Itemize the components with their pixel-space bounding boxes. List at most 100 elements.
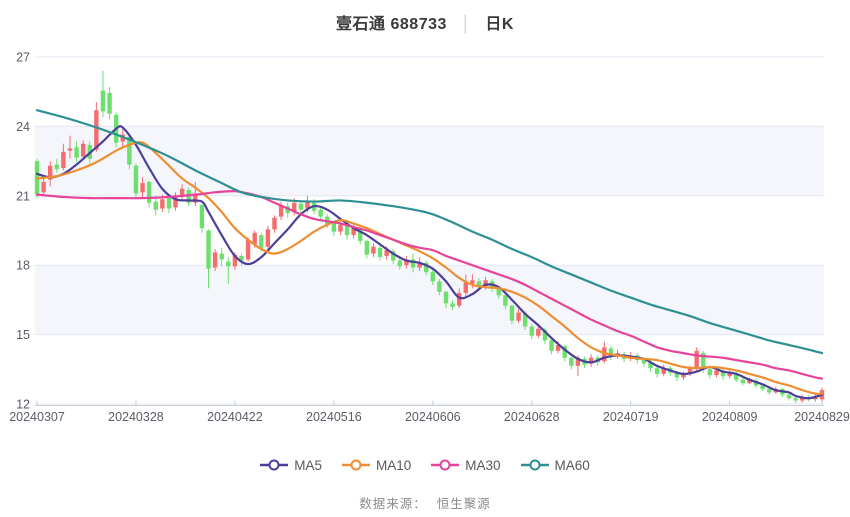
candle [80,140,86,160]
candle [529,324,534,340]
legend-label: MA10 [375,457,412,473]
candle [549,338,554,355]
candle [54,158,59,173]
data-source-label: 数据来源： [359,497,427,511]
candle [793,395,798,403]
candle [377,245,383,261]
candle [47,161,53,187]
candle [358,227,363,245]
candle [786,392,792,401]
candle [654,365,660,378]
candle [503,294,508,310]
ma-line-ma60 [35,109,824,355]
ma5-marker-icon [260,459,289,471]
x-axis-label: 20240809 [702,410,758,424]
candle [450,299,455,311]
candle [569,356,574,370]
candle [516,309,521,324]
candle [536,325,541,339]
candle [107,87,112,120]
candle [509,304,515,325]
x-axis-label: 20240328 [108,410,164,424]
candle [588,354,594,367]
candle [391,249,396,265]
candle [140,177,145,197]
y-axis-label: 21 [16,189,30,203]
y-axis-label: 27 [16,51,30,65]
x-axis-label: 20240719 [603,410,659,424]
y-axis-label: 18 [16,259,30,273]
ma10-marker-icon [341,459,370,471]
candle [239,253,244,266]
candle [226,257,231,284]
x-axis-label: 20240422 [207,410,263,424]
x-axis-label: 20240628 [504,410,560,424]
candle [694,347,699,371]
plot-band [35,265,824,335]
candle [661,364,666,377]
stock-title: 壹石通 688733 [336,16,447,33]
candle [800,394,805,403]
candle [146,180,152,208]
candle [153,195,158,216]
title-divider: │ [460,16,472,33]
candle [707,366,713,379]
y-axis-label: 15 [16,328,30,342]
candle [186,187,191,207]
data-source: 数据来源： 恒生聚源 [0,493,850,512]
period-label: 日K [485,16,514,33]
ma60-marker-icon [520,459,549,471]
legend-label: MA30 [465,457,501,473]
candle [199,203,205,233]
page-title: 壹石通 688733 │ 日K [0,10,850,34]
ma-line-ma5 [35,125,824,400]
ma30-marker-icon [431,459,460,471]
ma-line-ma10 [35,141,824,395]
data-source-value: 恒生聚源 [436,497,491,511]
legend: MA5 MA10 MA30 MA60 [0,454,850,476]
legend-label: MA5 [294,457,322,473]
candle [371,243,376,258]
plot-band [35,126,824,196]
candle [463,274,468,297]
candle [245,237,251,262]
candle [608,346,614,361]
x-axis-label: 20240606 [405,410,461,424]
candle [437,279,442,296]
candle [417,257,422,271]
candle [562,345,567,362]
candle [424,260,429,276]
legend-item-ma30[interactable]: MA30 [431,457,501,473]
candle [272,215,277,233]
x-axis-label: 20240829 [794,410,850,424]
legend-item-ma10[interactable]: MA10 [341,457,412,473]
legend-item-ma60[interactable]: MA60 [520,457,590,473]
candle [318,207,323,222]
candle [430,269,435,285]
candle [74,141,79,163]
y-axis-label: 24 [16,120,30,134]
candle [67,135,73,159]
candle [740,377,746,386]
y-axis-label: 12 [16,398,30,412]
x-axis-label: 20240307 [9,410,65,424]
legend-label: MA60 [554,457,590,473]
candle [404,255,409,269]
candle [331,221,337,237]
candle [364,239,370,259]
candle [219,247,224,267]
candle [100,70,106,118]
legend-item-ma5[interactable]: MA5 [260,458,322,473]
candle [133,163,139,200]
candle [265,225,271,250]
candle [443,290,449,308]
x-axis-label: 20240516 [306,410,362,424]
candle [298,200,304,214]
candle [397,257,403,270]
candle [179,184,185,201]
candle [127,135,132,170]
candle [212,249,218,271]
candle [61,143,66,171]
